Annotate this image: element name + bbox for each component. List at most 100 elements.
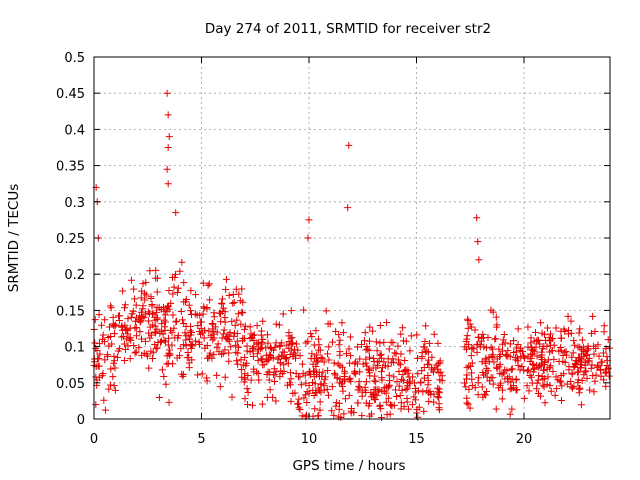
data-point	[417, 379, 425, 387]
data-point	[259, 317, 267, 325]
data-point	[237, 365, 245, 373]
data-point	[593, 362, 601, 370]
data-point	[512, 354, 520, 362]
data-point	[266, 386, 274, 394]
data-point	[344, 204, 352, 212]
data-point	[303, 398, 311, 406]
data-point	[584, 357, 592, 365]
data-point	[317, 380, 325, 388]
data-point	[466, 404, 474, 412]
data-point	[527, 339, 535, 347]
data-point	[478, 334, 486, 342]
data-point	[604, 364, 612, 372]
data-point	[92, 401, 100, 409]
data-point	[340, 373, 348, 381]
data-point	[305, 216, 313, 224]
data-point	[152, 274, 160, 282]
data-point	[180, 279, 188, 287]
data-point	[280, 367, 288, 375]
data-point	[396, 361, 404, 369]
data-point	[310, 354, 318, 362]
data-point	[500, 331, 508, 339]
data-point	[233, 357, 241, 365]
data-point	[304, 234, 312, 242]
data-point	[241, 353, 249, 361]
data-point	[222, 286, 230, 293]
data-point	[541, 375, 549, 383]
data-point	[310, 392, 318, 400]
data-point	[568, 370, 576, 378]
data-point	[275, 321, 283, 329]
data-point	[107, 304, 115, 312]
data-point	[243, 400, 251, 408]
data-point	[169, 290, 177, 298]
data-point	[528, 350, 536, 358]
data-point	[537, 360, 545, 368]
data-point	[578, 376, 586, 384]
data-point	[377, 405, 385, 413]
x-axis-label: GPS time / hours	[292, 458, 405, 474]
data-point	[420, 343, 428, 351]
data-point	[595, 352, 603, 360]
data-point	[198, 370, 206, 378]
data-point	[259, 335, 267, 343]
data-point	[405, 373, 413, 381]
data-point	[146, 323, 154, 331]
data-point	[508, 365, 516, 373]
data-point	[317, 354, 325, 362]
data-point	[414, 413, 422, 421]
data-point	[272, 368, 280, 376]
data-point	[107, 302, 115, 310]
data-point	[165, 334, 173, 342]
data-point	[153, 344, 161, 352]
data-point	[435, 394, 443, 402]
data-point	[279, 310, 287, 318]
data-point	[164, 111, 172, 119]
data-point	[473, 348, 481, 356]
data-point	[436, 389, 444, 397]
data-point	[271, 378, 279, 386]
data-point	[206, 296, 214, 304]
data-point	[413, 331, 421, 339]
data-point	[316, 398, 324, 406]
data-point	[265, 376, 273, 384]
data-point	[390, 401, 398, 409]
data-point	[383, 318, 391, 326]
data-point	[324, 350, 332, 358]
data-point	[471, 384, 479, 392]
data-point	[491, 335, 499, 343]
data-point	[397, 405, 405, 413]
data-point	[481, 359, 489, 367]
data-point	[380, 338, 388, 346]
data-point	[131, 324, 139, 332]
data-point	[526, 357, 534, 365]
data-point	[178, 316, 186, 324]
data-point	[362, 359, 370, 367]
x-tick-label: 20	[516, 432, 533, 447]
data-point	[300, 306, 308, 314]
data-point	[574, 376, 582, 384]
data-point	[104, 352, 112, 360]
data-point	[161, 326, 169, 334]
data-point	[96, 340, 104, 348]
data-point	[434, 384, 442, 392]
data-point	[141, 296, 149, 304]
data-point	[132, 301, 140, 309]
data-point	[399, 377, 407, 385]
data-point	[569, 384, 577, 392]
data-point	[603, 353, 611, 361]
data-point	[484, 367, 492, 375]
data-point	[575, 354, 583, 362]
data-point	[392, 350, 400, 358]
data-point	[211, 323, 219, 331]
y-tick-label: 0.25	[56, 232, 85, 247]
data-point	[164, 180, 172, 188]
data-point	[407, 332, 415, 340]
data-point	[426, 339, 434, 347]
data-point	[342, 395, 350, 403]
data-point	[586, 386, 594, 394]
data-point	[267, 352, 275, 360]
data-point	[214, 340, 222, 348]
data-point	[308, 350, 316, 358]
